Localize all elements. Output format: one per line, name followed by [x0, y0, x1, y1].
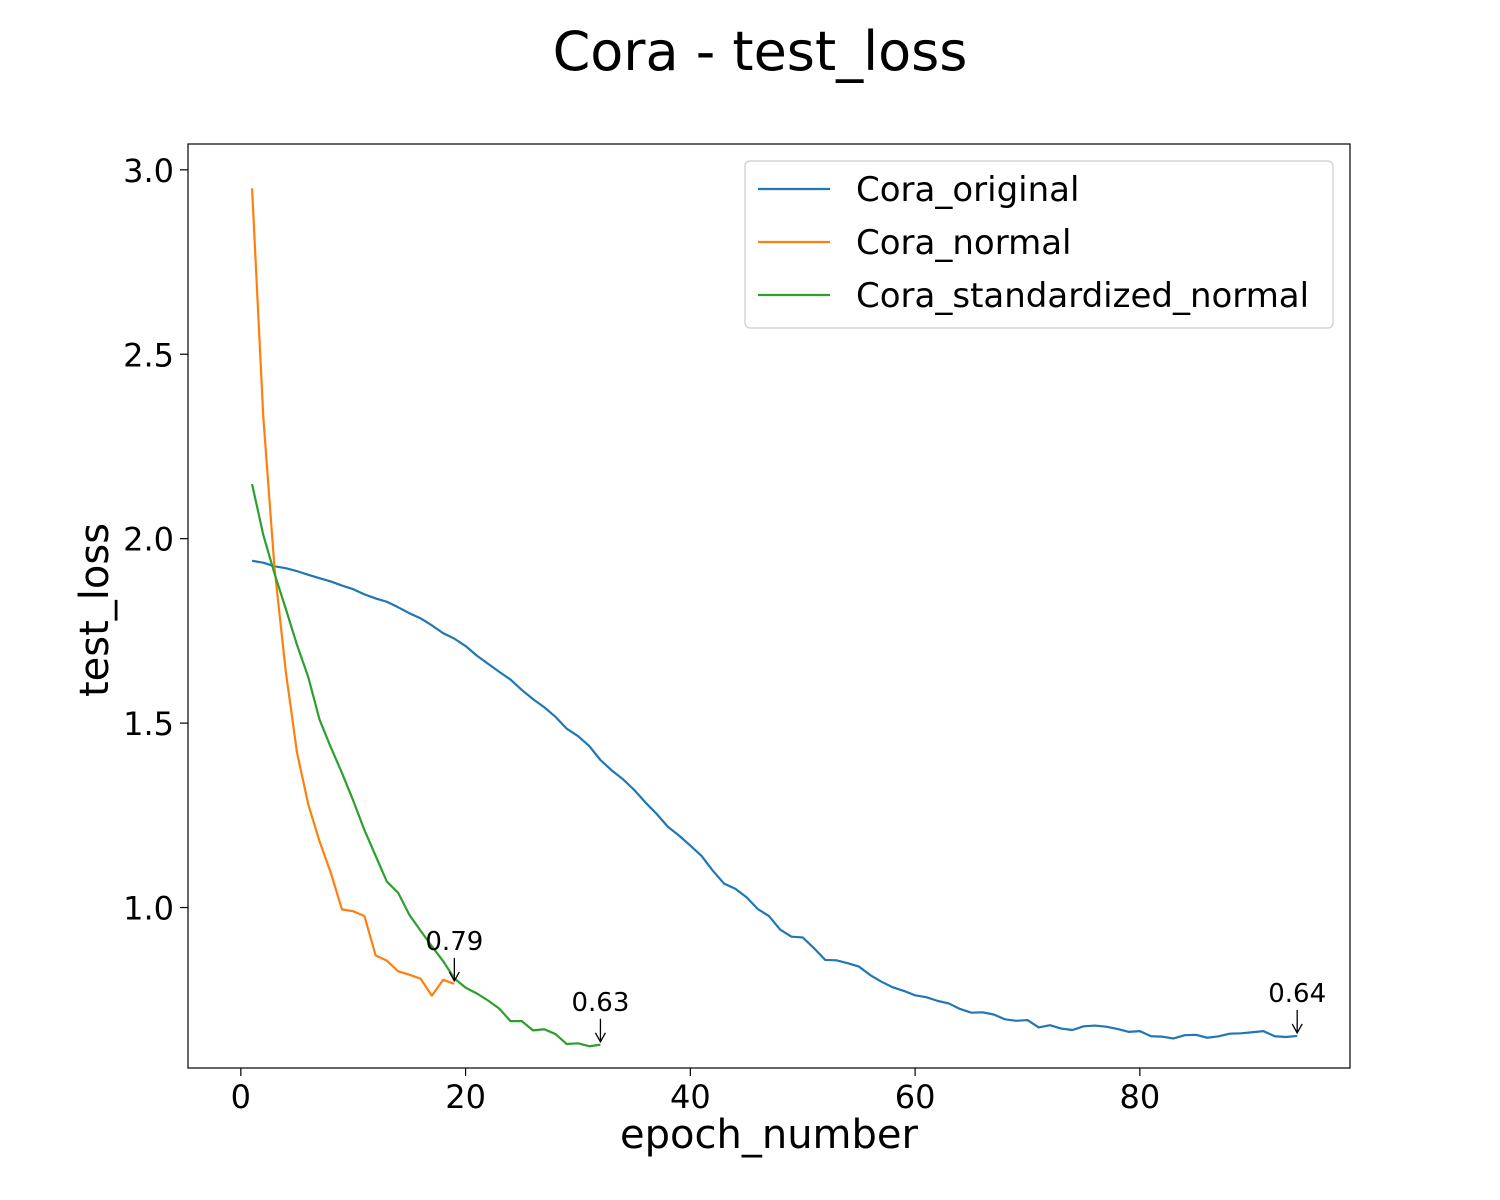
y-axis-label: test_loss	[72, 523, 118, 697]
annotation-arrowhead	[1291, 1023, 1303, 1035]
x-tick-label: 40	[670, 1078, 711, 1116]
y-tick-label: 2.5	[123, 336, 174, 374]
y-tick-label: 1.5	[123, 705, 174, 743]
annotation-arrowhead	[448, 971, 460, 983]
plot-frame	[187, 143, 1351, 1069]
annotations: 0.79 0.63 0.64	[425, 927, 1326, 1044]
y-tick-label: 2.0	[123, 521, 174, 559]
series-line-cora-normal	[250, 188, 455, 997]
annotation-label: 0.63	[571, 988, 629, 1018]
y-tick-label: 1.0	[123, 890, 174, 928]
series-line-cora-standardized-normal	[250, 483, 601, 1048]
chart-title: Cora - test_loss	[553, 20, 968, 83]
legend-box	[744, 160, 1334, 329]
x-axis-label: epoch_number	[620, 1112, 918, 1158]
series-line-cora-original	[251, 559, 1298, 1040]
y-tick-label: 3.0	[123, 152, 174, 190]
plot-area	[250, 188, 1298, 1048]
x-tick-label: 60	[895, 1078, 936, 1116]
annotation-label: 0.64	[1268, 979, 1326, 1009]
annotation-label: 0.79	[425, 927, 483, 957]
x-tick-label: 80	[1119, 1078, 1160, 1116]
legend-label-cora-original: Cora_original	[856, 170, 1079, 210]
x-tick-label: 20	[445, 1078, 486, 1116]
legend: Cora_original Cora_normal Cora_standardi…	[744, 160, 1334, 329]
y-axis: 1.0 1.5 2.0 2.5 3.0	[123, 152, 188, 928]
annotation-arrowhead	[594, 1032, 606, 1044]
x-axis: 0 20 40 60 80	[231, 1068, 1160, 1116]
legend-label-cora-normal: Cora_normal	[856, 223, 1072, 263]
legend-label-cora-standardized-normal: Cora_standardized_normal	[856, 276, 1309, 316]
x-tick-label: 0	[231, 1078, 251, 1116]
